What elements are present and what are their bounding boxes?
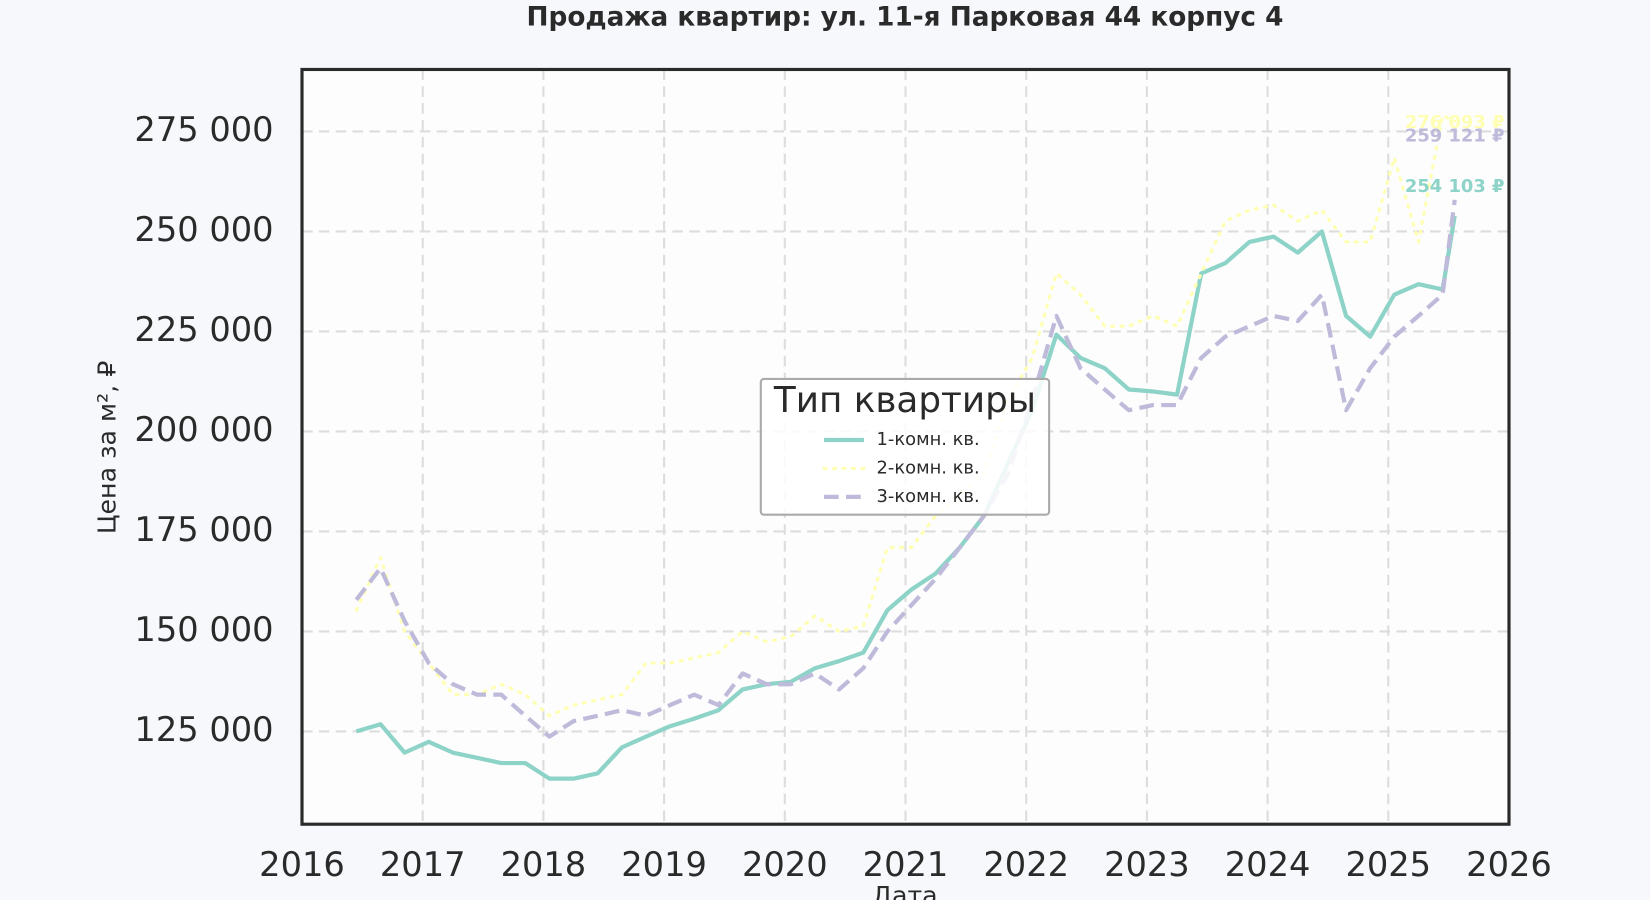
y-tick-label: 275 000 bbox=[134, 110, 273, 149]
x-tick-label: 2016 bbox=[259, 845, 345, 884]
y-tick-label: 150 000 bbox=[134, 610, 273, 649]
series-line bbox=[354, 199, 1457, 739]
end-label: 259 121 ₽ bbox=[1405, 126, 1504, 147]
y-tick-label: 200 000 bbox=[134, 410, 273, 449]
y-tick-label: 250 000 bbox=[134, 210, 273, 249]
x-axis-label: Дата bbox=[872, 881, 937, 900]
legend-label: 1-комн. кв. bbox=[877, 429, 980, 450]
y-axis-label: Цена за м², ₽ bbox=[92, 361, 121, 534]
lines bbox=[354, 113, 1457, 781]
chart-title: Продажа квартир: ул. 11-я Парковая 44 ко… bbox=[527, 2, 1284, 32]
x-tick-label: 2018 bbox=[501, 845, 587, 884]
legend-title: Тип квартиры bbox=[773, 380, 1036, 421]
x-tick-label: 2021 bbox=[863, 845, 949, 884]
legend-box bbox=[759, 377, 1051, 516]
x-tick-label: 2023 bbox=[1104, 845, 1190, 884]
series-line bbox=[354, 113, 1457, 718]
legend: Тип квартиры 1-комн. кв. 2-комн. кв. 3-ком… bbox=[759, 377, 1051, 516]
x-tick-label: 2026 bbox=[1466, 845, 1552, 884]
end-label: 276 093 ₽ bbox=[1405, 112, 1504, 133]
annotations: 276 093 ₽259 121 ₽ 254 103 ₽ bbox=[1405, 112, 1504, 197]
y-tick-label: 125 000 bbox=[134, 710, 273, 749]
x-tick-label: 2019 bbox=[621, 845, 707, 884]
legend-label: 3-комн. кв. bbox=[877, 486, 980, 507]
y-tick-label: 175 000 bbox=[134, 510, 273, 549]
y-tick-label: 225 000 bbox=[134, 310, 273, 349]
end-label: 254 103 ₽ bbox=[1405, 176, 1504, 197]
x-tick-label: 2024 bbox=[1225, 845, 1311, 884]
x-tick-label: 2025 bbox=[1345, 845, 1431, 884]
series-line bbox=[355, 215, 1457, 781]
x-tick-label: 2020 bbox=[742, 845, 828, 884]
legend-label: 2-комн. кв. bbox=[877, 457, 980, 478]
x-tick-label: 2022 bbox=[983, 845, 1069, 884]
x-tick-label: 2017 bbox=[380, 845, 466, 884]
plot-frame bbox=[300, 67, 1511, 826]
